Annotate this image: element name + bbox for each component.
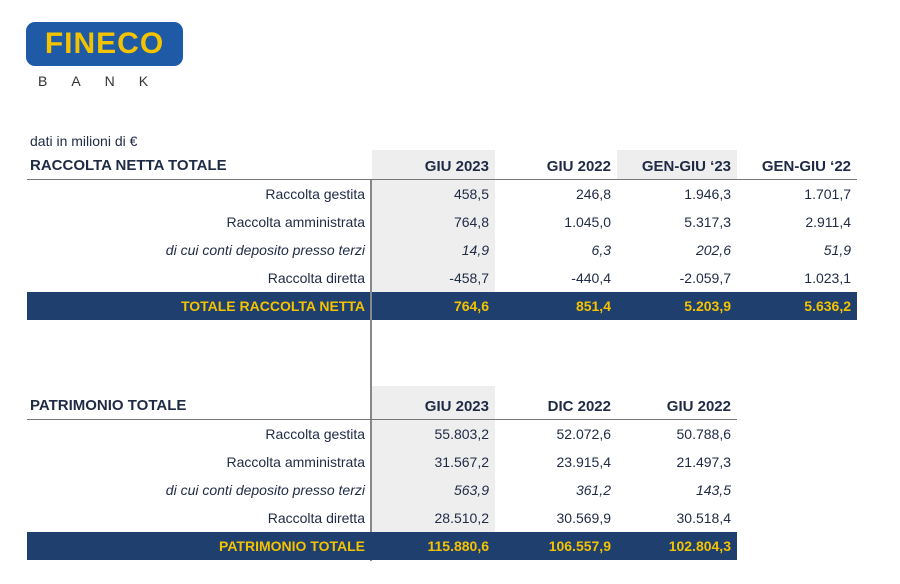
table2-divider	[27, 419, 737, 420]
row-value: 2.911,4	[805, 214, 851, 230]
highlight-column	[372, 150, 495, 292]
table2-col-header: GIU 2022	[666, 397, 731, 415]
total-value: 5.636,2	[804, 298, 851, 314]
row-label: di cui conti deposito presso terzi	[165, 242, 365, 258]
row-label: di cui conti deposito presso terzi	[165, 482, 365, 498]
row-value: 246,8	[575, 186, 611, 202]
table1-col-header: GIU 2022	[546, 157, 611, 175]
row-value: 50.788,6	[676, 426, 732, 442]
row-value: 14,9	[461, 242, 489, 258]
table2-total-row: PATRIMONIO TOTALE 115.880,6 106.557,9 10…	[27, 532, 737, 560]
row-value: -2.059,7	[679, 270, 731, 286]
row-value: -440,4	[571, 270, 611, 286]
row-label: Raccolta diretta	[267, 510, 365, 526]
row-value: 30.569,9	[556, 510, 612, 526]
row-label: Raccolta diretta	[267, 270, 365, 286]
total-value: 115.880,6	[427, 538, 489, 554]
table1-col-header: GIU 2023	[424, 157, 489, 175]
total-label: TOTALE RACCOLTA NETTA	[180, 298, 365, 314]
table-row: di cui conti deposito presso terzi 563,9…	[27, 476, 737, 504]
table1-total-row: TOTALE RACCOLTA NETTA 764,6 851,4 5.203,…	[27, 292, 857, 320]
total-label: PATRIMONIO TOTALE	[219, 538, 365, 554]
total-value: 5.203,9	[684, 298, 731, 314]
units-note: dati in milioni di €	[30, 133, 138, 149]
highlight-header	[617, 150, 737, 180]
table-row: Raccolta gestita 55.803,2 52.072,6 50.78…	[27, 420, 737, 448]
fineco-logo: FINECO	[26, 22, 183, 66]
total-value: 106.557,9	[548, 538, 611, 554]
row-value: 28.510,2	[434, 510, 490, 526]
row-value: 31.567,2	[434, 454, 490, 470]
table1-col-header: GEN-GIU ‘23	[641, 157, 731, 175]
row-value: -458,7	[449, 270, 489, 286]
table2-title: PATRIMONIO TOTALE	[30, 397, 187, 414]
table2-header-row: GIU 2023 DIC 2022 GIU 2022	[27, 392, 737, 420]
row-value: 202,6	[695, 242, 731, 258]
table-row: Raccolta amministrata 31.567,2 23.915,4 …	[27, 448, 737, 476]
row-value: 143,5	[695, 482, 731, 498]
row-value: 51,9	[823, 242, 851, 258]
row-value: 458,5	[453, 186, 489, 202]
row-value: 361,2	[575, 482, 611, 498]
row-value: 1.045,0	[564, 214, 611, 230]
column-separator	[370, 180, 372, 561]
highlight-column	[372, 386, 495, 532]
table-row: Raccolta gestita 458,5 246,8 1.946,3 1.7…	[27, 180, 857, 208]
table-row: Raccolta amministrata 764,8 1.045,0 5.31…	[27, 208, 857, 236]
table1-title: RACCOLTA NETTA TOTALE	[30, 157, 227, 174]
row-value: 5.317,3	[684, 214, 731, 230]
row-value: 1.023,1	[804, 270, 851, 286]
raccolta-netta-table: RACCOLTA NETTA TOTALE GIU 2023 GIU 2022 …	[27, 150, 857, 320]
row-label: Raccolta gestita	[265, 426, 365, 442]
row-value: 764,8	[453, 214, 489, 230]
row-value: 21.497,3	[676, 454, 732, 470]
row-label: Raccolta amministrata	[226, 214, 366, 230]
row-value: 30.518,4	[676, 510, 732, 526]
total-value: 851,4	[575, 298, 611, 314]
logo-brand: FINECO	[44, 27, 165, 60]
table1-header-row: GIU 2023 GIU 2022 GEN-GIU ‘23 GEN-GIU ‘2…	[27, 152, 857, 180]
logo-subtitle: BANK	[38, 73, 173, 89]
patrimonio-table: PATRIMONIO TOTALE GIU 2023 DIC 2022 GIU …	[27, 386, 737, 565]
table-row: Raccolta diretta 28.510,2 30.569,9 30.51…	[27, 504, 737, 532]
row-label: Raccolta gestita	[265, 186, 365, 202]
table2-col-header: DIC 2022	[547, 397, 611, 415]
table1-col-header: GEN-GIU ‘22	[761, 157, 851, 175]
row-value: 1.701,7	[804, 186, 851, 202]
row-value: 563,9	[453, 482, 489, 498]
total-value: 102.804,3	[668, 538, 731, 554]
row-value: 1.946,3	[684, 186, 731, 202]
row-label: Raccolta amministrata	[226, 454, 366, 470]
table-row: Raccolta diretta -458,7 -440,4 -2.059,7 …	[27, 264, 857, 292]
row-value: 52.072,6	[556, 426, 612, 442]
table-row: di cui conti deposito presso terzi 14,9 …	[27, 236, 857, 264]
total-value: 764,6	[453, 298, 489, 314]
table2-col-header: GIU 2023	[424, 397, 489, 415]
row-value: 55.803,2	[434, 426, 490, 442]
table1-divider	[27, 179, 857, 180]
row-value: 23.915,4	[556, 454, 612, 470]
row-value: 6,3	[591, 242, 611, 258]
